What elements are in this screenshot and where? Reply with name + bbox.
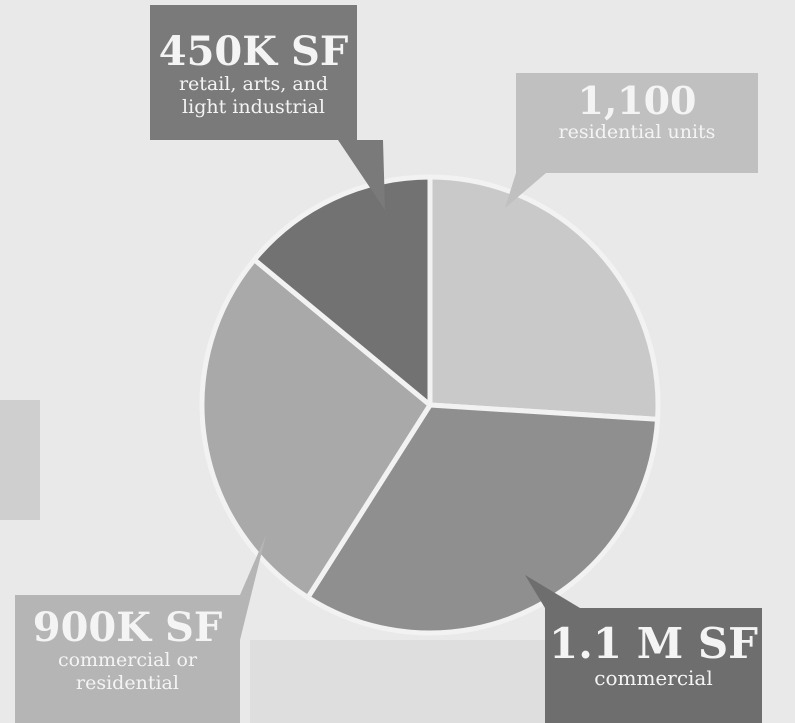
callout-value: 1,100 [577, 78, 697, 123]
pie-slice-1 [427, 174, 661, 422]
callout-label-line2: light industrial [182, 95, 325, 118]
callout-label-line1: residential units [558, 120, 716, 143]
callout-value: 450K SF [158, 28, 349, 75]
background-panel-left [0, 400, 40, 520]
callout-residential-units: 1,100 residential units [516, 73, 758, 173]
callout-retail-arts-industrial: 450K SF retail, arts, and light industri… [150, 5, 357, 140]
callout-value: 1.1 M SF [549, 619, 758, 668]
callout-value: 900K SF [32, 604, 223, 651]
callout-label-line2: residential [76, 671, 179, 694]
callout-label-line1: commercial [594, 666, 713, 691]
callout-commercial-or-residential: 900K SF commercial or residential [15, 595, 240, 723]
callout-label-line1: commercial or [57, 649, 198, 671]
pie-slice-3 [199, 257, 433, 601]
callout-label-line1: retail, arts, and [178, 73, 329, 95]
background-floor [250, 640, 550, 723]
callout-commercial: 1.1 M SF commercial [545, 608, 762, 723]
pie-slice-4 [251, 174, 433, 408]
